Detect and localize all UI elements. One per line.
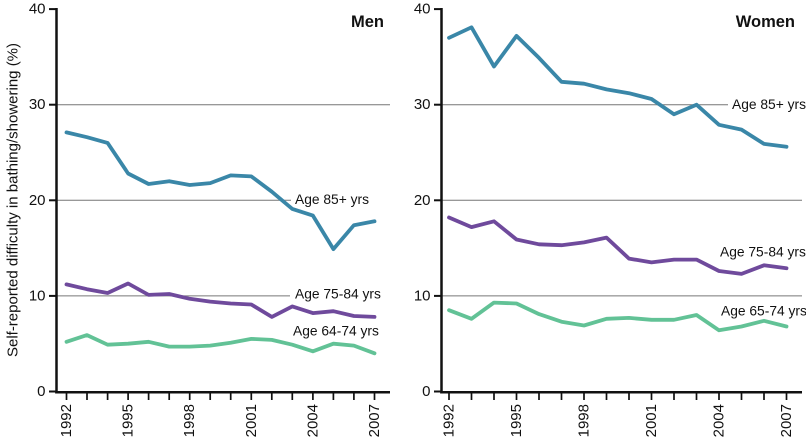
series-line-age75-women xyxy=(447,215,789,276)
y-tick-label: 40 xyxy=(414,1,431,18)
series-label-age85-men: Age 85+ yrs xyxy=(295,192,369,207)
series-label-age65-women: Age 65-74 yrs xyxy=(721,304,806,319)
y-tick-label: 30 xyxy=(414,96,431,113)
y-tick-label: 0 xyxy=(422,383,430,400)
x-tick-label: 2007 xyxy=(366,404,383,437)
x-tick-label: 2001 xyxy=(243,404,260,437)
x-tick-label: 1998 xyxy=(576,404,593,437)
series-line-age65-men xyxy=(64,333,377,356)
x-tick-label: 1998 xyxy=(181,404,198,437)
panel-title-men: Men xyxy=(351,13,384,31)
y-tick-label: 0 xyxy=(37,383,45,400)
x-tick-label: 2004 xyxy=(711,404,728,437)
series-label-age75-women: Age 75-84 yrs xyxy=(720,244,806,259)
y-tick-label: 40 xyxy=(29,1,46,18)
x-tick-label: 1995 xyxy=(120,404,137,437)
y-tick-label: 30 xyxy=(29,96,46,113)
x-tick-label: 2001 xyxy=(643,404,660,437)
series-label-age85-women: Age 85+ yrs xyxy=(732,97,806,112)
panel-title-women: Women xyxy=(736,13,795,31)
y-tick-label: 10 xyxy=(29,287,46,304)
y-tick-label: 20 xyxy=(29,192,46,209)
series-label-age65-men: Age 64-74 yrs xyxy=(293,323,379,338)
y-tick-label: 20 xyxy=(414,192,431,209)
x-tick-label: 1995 xyxy=(508,404,525,437)
x-tick-label: 1992 xyxy=(441,404,458,437)
x-tick-label: 2004 xyxy=(304,404,321,437)
series-line-age85-women xyxy=(447,25,789,149)
series-line-age65-women xyxy=(447,300,789,333)
series-line-age85-men xyxy=(64,130,377,252)
y-axis-title: Self-reported difficulty in bathing/show… xyxy=(5,43,22,357)
series-line-age75-men xyxy=(64,281,377,319)
x-tick-label: 2007 xyxy=(778,404,795,437)
series-label-age75-men: Age 75-84 yrs xyxy=(295,287,381,302)
y-tick-label: 10 xyxy=(414,287,431,304)
x-tick-label: 1992 xyxy=(58,404,75,437)
